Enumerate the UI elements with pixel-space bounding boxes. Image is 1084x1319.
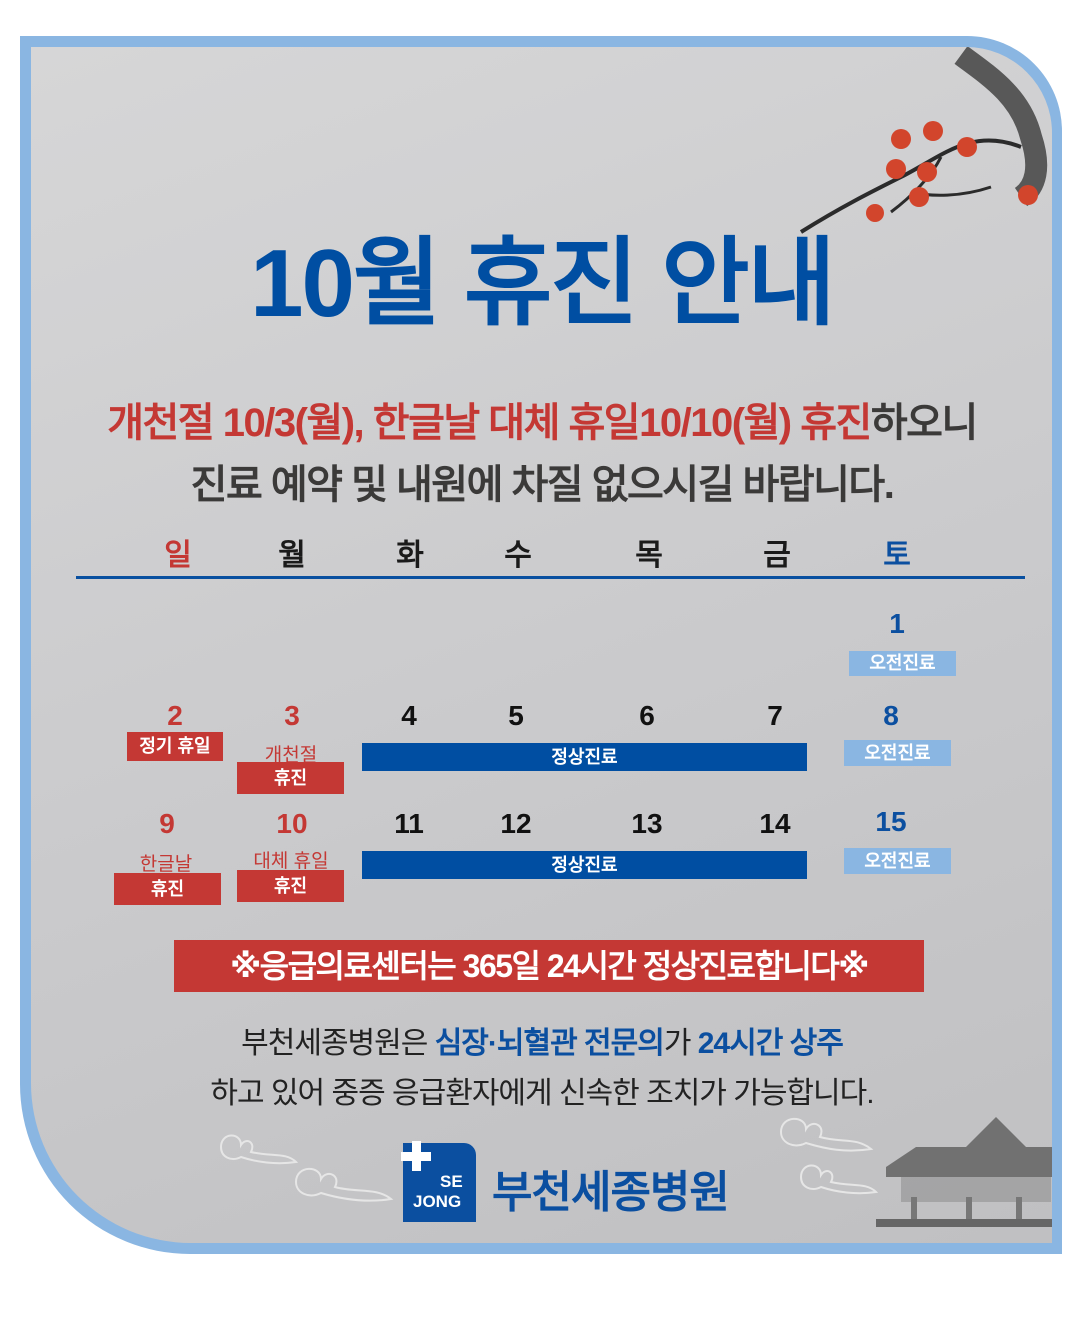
notice-holiday-dates: 개천절 10/3(월), 한글날 대체 휴일10/10(월) 휴진 bbox=[107, 401, 872, 445]
regular-clinic-bar: 정상진료 bbox=[362, 851, 807, 879]
morning-clinic-badge: 오전진료 bbox=[844, 848, 951, 874]
morning-clinic-badge: 오전진료 bbox=[849, 651, 956, 676]
cloud-icon bbox=[799, 1164, 879, 1195]
description-line-1: 부천세종병원은 심장·뇌혈관 전문의가 24시간 상주 bbox=[0, 1018, 1084, 1062]
day-10: 10 bbox=[276, 808, 308, 839]
regular-clinic-bar: 정상진료 bbox=[362, 743, 807, 771]
day-3: 3 bbox=[284, 700, 300, 731]
regular-holiday-badge: 정기 휴일 bbox=[127, 732, 223, 761]
day-8: 8 bbox=[883, 700, 899, 731]
weekday-sun: 일 bbox=[164, 539, 192, 572]
day-11: 11 bbox=[394, 808, 424, 839]
cloud-icon bbox=[219, 1134, 299, 1165]
logo-mark-line-2: JONG bbox=[413, 1192, 462, 1211]
description-line-2: 하고 있어 중증 응급환자에게 신속한 조치가 가능합니다. bbox=[210, 1077, 874, 1110]
hospital-intro: 부천세종병원은 bbox=[241, 1027, 435, 1060]
notice-line-1: 개천절 10/3(월), 한글날 대체 휴일10/10(월) 휴진하오니 bbox=[0, 390, 1084, 448]
holiday-name: 대체 휴일 bbox=[253, 851, 329, 872]
morning-clinic-badge: 오전진료 bbox=[844, 740, 951, 766]
description-particle: 가 bbox=[663, 1027, 698, 1060]
holiday-name: 개천절 bbox=[264, 745, 318, 766]
day-6: 6 bbox=[639, 700, 655, 731]
weekday-wed: 수 bbox=[504, 539, 532, 572]
hours-highlight: 24시간 상주 bbox=[697, 1027, 844, 1060]
day-15: 15 bbox=[875, 806, 907, 837]
day-12: 12 bbox=[500, 808, 532, 839]
weekday-mon: 월 bbox=[278, 539, 306, 572]
persimmon-branch-icon bbox=[799, 47, 1048, 234]
day-7: 7 bbox=[767, 700, 783, 731]
palace-icon bbox=[876, 1117, 1052, 1227]
emergency-center-banner: ※응급의료센터는 365일 24시간 정상진료합니다※ bbox=[174, 940, 924, 992]
weekday-sat: 토 bbox=[883, 539, 911, 572]
logo-mark-line-1: SE bbox=[440, 1172, 463, 1191]
day-4: 4 bbox=[401, 700, 417, 731]
day-9: 9 bbox=[159, 808, 175, 839]
day-2: 2 bbox=[167, 700, 183, 731]
header-divider bbox=[76, 576, 1025, 579]
cloud-icon bbox=[294, 1167, 394, 1202]
weekday-thu: 목 bbox=[635, 539, 663, 572]
page-title: 10월 휴진 안내 bbox=[250, 230, 836, 337]
closed-badge: 휴진 bbox=[114, 873, 221, 905]
poster-panel bbox=[31, 47, 1052, 1243]
notice-line-2: 진료 예약 및 내원에 차질 없으시길 바랍니다. bbox=[190, 463, 895, 507]
holiday-name: 한글날 bbox=[139, 854, 193, 875]
sejong-logo-mark: SE JONG bbox=[401, 1141, 476, 1222]
day-1: 1 bbox=[889, 608, 905, 639]
weekday-tue: 화 bbox=[396, 539, 424, 572]
cross-icon bbox=[401, 1141, 431, 1171]
weekday-fri: 금 bbox=[763, 539, 791, 572]
closed-badge: 휴진 bbox=[237, 870, 344, 902]
notice-line-1-suffix: 하오니 bbox=[870, 401, 978, 445]
closed-badge: 휴진 bbox=[237, 762, 344, 794]
day-13: 13 bbox=[631, 808, 663, 839]
hospital-name: 부천세종병원 bbox=[492, 1168, 730, 1217]
cloud-icon bbox=[779, 1117, 874, 1152]
specialist-highlight: 심장·뇌혈관 전문의 bbox=[434, 1027, 665, 1060]
day-5: 5 bbox=[508, 700, 524, 731]
day-14: 14 bbox=[759, 808, 791, 839]
